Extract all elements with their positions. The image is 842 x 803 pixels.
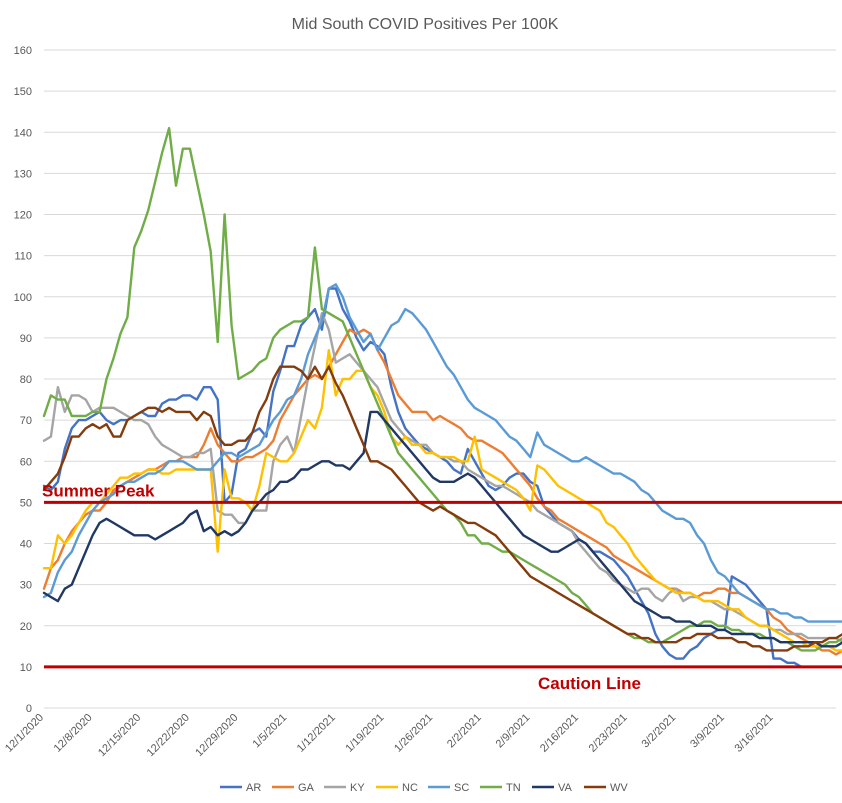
y-tick-label: 10 [20,662,32,674]
legend-label-ar: AR [246,782,261,794]
series-line-nc [42,349,842,652]
x-tick-label: 1/5/2021 [251,712,290,751]
x-tick-label: 12/22/2020 [145,712,192,759]
x-tick-label: 12/15/2020 [96,712,143,759]
x-tick-label: 2/2/2021 [445,712,484,751]
legend-label-nc: NC [402,782,418,794]
y-axis-ticks: 0 10 20 30 40 50 60 70 80 90 100 110 120 130 140 150 160 [14,45,32,715]
series-line-sc [42,283,842,623]
series-line-wv [42,365,842,652]
y-tick-label: 40 [20,539,32,551]
legend-label-wv: WV [610,782,628,794]
y-tick-label: 50 [20,497,32,509]
y-tick-label: 160 [14,45,32,57]
x-tick-label: 2/16/2021 [538,712,581,755]
y-tick-label: 150 [14,86,32,98]
y-tick-label: 80 [20,374,32,386]
x-axis-ticks: 12/1/2020 12/8/2020 12/15/2020 12/22/2020 12… [3,712,776,759]
y-tick-label: 70 [20,415,32,427]
legend-label-tn: TN [506,782,521,794]
x-tick-label: 3/16/2021 [733,712,776,755]
summer-peak-label: Summer Peak [42,481,155,500]
legend: AR GA KY NC SC TN VA WV [220,782,628,794]
legend-label-ga: GA [298,782,315,794]
reference-lines: Summer Peak Caution Line [42,481,842,693]
x-tick-label: 3/2/2021 [640,712,679,751]
y-tick-label: 130 [14,168,32,180]
chart-title: Mid South COVID Positives Per 100K [292,16,559,33]
series-lines [42,126,842,669]
series-line-ar [42,287,842,669]
series-line-ky [42,312,842,644]
x-tick-label: 1/26/2021 [392,712,435,755]
y-tick-label: 140 [14,127,32,139]
x-tick-label: 3/9/2021 [688,712,727,751]
y-tick-label: 120 [14,210,32,222]
x-tick-label: 1/12/2021 [295,712,338,755]
x-tick-label: 12/29/2020 [193,712,240,759]
y-tick-label: 110 [14,251,32,263]
legend-label-ky: KY [350,782,365,794]
x-tick-label: 2/9/2021 [494,712,533,751]
y-tick-label: 20 [20,621,32,633]
series-line-tn [42,126,842,652]
series-line-ga [42,328,842,656]
x-tick-label: 2/23/2021 [587,712,630,755]
caution-line-label: Caution Line [538,674,641,693]
y-tick-label: 30 [20,580,32,592]
x-tick-label: 12/1/2020 [3,712,46,755]
legend-label-sc: SC [454,782,469,794]
x-tick-label: 1/19/2021 [343,712,386,755]
y-tick-label: 90 [20,333,32,345]
x-tick-label: 12/8/2020 [52,712,95,755]
series-line-va [42,410,842,648]
y-tick-label: 60 [20,456,32,468]
y-tick-label: 0 [26,703,32,715]
legend-label-va: VA [558,782,573,794]
y-tick-label: 100 [14,292,32,304]
